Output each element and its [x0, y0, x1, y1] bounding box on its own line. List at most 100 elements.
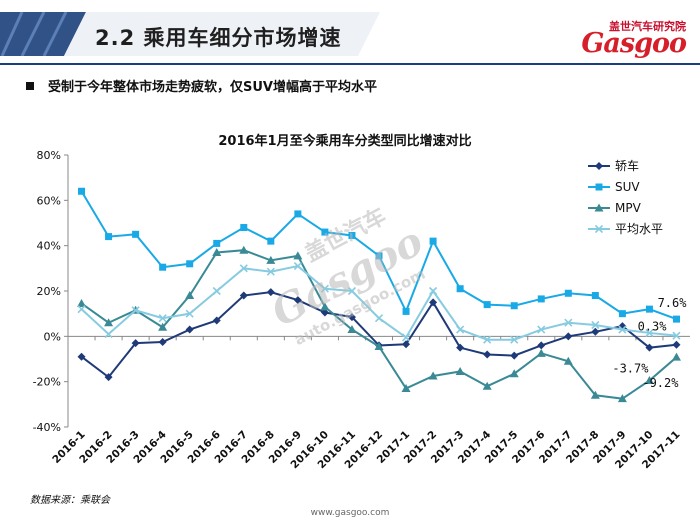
y-tick-label: 20% — [37, 285, 61, 298]
point-marker — [131, 306, 140, 315]
point-marker — [320, 302, 330, 311]
gasgoo-logo: 盖世汽车研究院 Gasgoo — [556, 18, 687, 62]
point-marker — [510, 351, 519, 360]
point-marker — [374, 342, 384, 351]
point-marker — [590, 390, 600, 399]
point-marker — [240, 224, 248, 232]
point-marker — [347, 325, 357, 334]
point-marker — [212, 316, 221, 325]
legend-label: 平均水平 — [615, 222, 663, 236]
point-marker — [564, 289, 572, 297]
point-marker — [105, 233, 113, 241]
point-marker — [239, 291, 248, 300]
footer-url[interactable]: www.gasgoo.com — [310, 508, 390, 518]
point-marker — [672, 331, 681, 340]
point-marker — [564, 318, 573, 327]
point-marker — [131, 339, 140, 348]
point-marker — [293, 251, 303, 260]
point-marker — [591, 292, 599, 300]
page-title: 2.2 乘用车细分市场增速 — [95, 26, 342, 50]
point-marker — [563, 356, 573, 365]
point-marker — [212, 286, 221, 296]
point-marker — [158, 314, 167, 323]
point-marker — [594, 203, 604, 212]
point-marker — [536, 348, 546, 357]
logo-cn-text: 盖世汽车研究院 — [609, 20, 686, 33]
point-marker — [104, 373, 113, 382]
point-marker — [564, 332, 573, 341]
point-marker — [77, 352, 86, 361]
point-marker — [266, 255, 276, 264]
point-marker — [239, 264, 248, 273]
header-stripes — [0, 12, 86, 56]
point-marker — [104, 330, 113, 339]
point-marker — [537, 341, 546, 350]
point-marker — [537, 295, 545, 303]
point-marker — [618, 310, 626, 318]
point-marker — [347, 313, 356, 322]
point-marker — [510, 335, 519, 344]
point-marker — [595, 183, 603, 191]
point-marker — [186, 260, 194, 268]
point-marker — [158, 338, 167, 346]
y-tick-label: 40% — [37, 240, 61, 253]
point-marker — [401, 383, 411, 392]
point-marker — [185, 309, 194, 318]
y-tick-label: 60% — [37, 194, 61, 207]
point-marker — [348, 231, 356, 239]
y-tick-label: 0% — [44, 330, 61, 343]
end-value-label: 0.3% — [638, 320, 668, 334]
point-marker — [428, 371, 438, 380]
point-marker — [239, 245, 249, 254]
point-marker — [185, 291, 195, 300]
point-marker — [429, 286, 438, 296]
point-marker — [483, 301, 491, 309]
point-marker — [159, 263, 167, 271]
end-value-label: 7.6% — [658, 296, 688, 310]
y-tick-label: 80% — [37, 149, 61, 162]
point-marker — [595, 162, 603, 170]
point-marker — [375, 252, 383, 260]
point-marker — [320, 308, 329, 317]
end-value-label: -3.7% — [612, 362, 649, 376]
point-marker — [185, 325, 194, 334]
point-marker — [537, 325, 546, 334]
bullet-point: 受制于今年整体市场走势疲软，仅SUV增幅高于平均水平 — [26, 76, 377, 95]
point-marker — [77, 298, 87, 307]
point-marker — [455, 366, 465, 375]
point-marker — [78, 187, 86, 195]
series-line-1 — [80, 291, 677, 379]
point-marker — [671, 352, 681, 361]
point-marker — [213, 239, 221, 247]
point-marker — [401, 333, 411, 342]
point-marker — [429, 298, 438, 307]
point-marker — [672, 315, 680, 323]
legend-label: SUV — [615, 180, 640, 194]
point-marker — [212, 247, 222, 256]
point-marker — [293, 262, 302, 271]
point-marker — [347, 286, 357, 296]
point-marker — [483, 350, 492, 359]
point-marker — [510, 302, 518, 310]
point-marker — [645, 343, 654, 352]
chart-title: 2016年1月至今乘用车分类型同比增速对比 — [218, 133, 471, 149]
point-marker — [618, 325, 627, 334]
bullet-text: 受制于今年整体市场走势疲软，仅SUV增幅高于平均水平 — [48, 80, 377, 95]
header-band — [0, 12, 380, 56]
point-marker — [644, 376, 654, 385]
header-divider — [0, 63, 700, 65]
logo-en-text: Gasgoo — [581, 28, 687, 59]
point-marker — [617, 394, 627, 403]
bullet-square-icon — [26, 82, 34, 90]
point-marker — [456, 325, 465, 334]
point-marker — [158, 322, 168, 331]
point-marker — [645, 328, 654, 337]
point-marker — [402, 307, 410, 315]
point-marker — [77, 305, 86, 314]
point-marker — [482, 381, 492, 390]
y-tick-label: -20% — [33, 376, 61, 389]
legend-label: 轿车 — [615, 158, 639, 173]
y-tick-label: -40% — [33, 421, 61, 434]
point-marker — [266, 267, 275, 276]
